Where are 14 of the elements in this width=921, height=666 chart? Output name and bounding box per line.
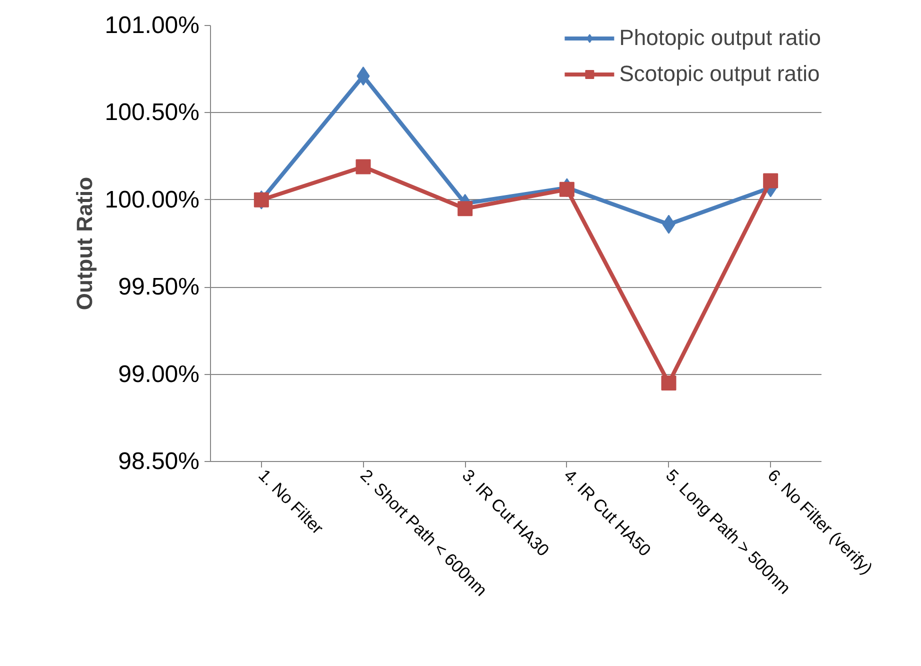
- y-tick-label: 100.50%: [104, 99, 200, 126]
- y-tick-label: 101.00%: [104, 12, 200, 39]
- y-axis-title: Output Ratio: [72, 176, 97, 310]
- point: [458, 201, 473, 216]
- legend-label: Photopic output ratio: [619, 25, 821, 51]
- point: [356, 159, 371, 174]
- legend-label: Scotopic output ratio: [619, 61, 820, 87]
- y-tick-label: 100.00%: [104, 186, 200, 214]
- y-tick-label: 99.50%: [118, 274, 200, 301]
- point: [559, 182, 574, 197]
- point: [763, 173, 778, 188]
- y-tick-label: 98.50%: [118, 448, 200, 475]
- point: [661, 376, 676, 391]
- y-tick-label: 99.00%: [118, 360, 200, 388]
